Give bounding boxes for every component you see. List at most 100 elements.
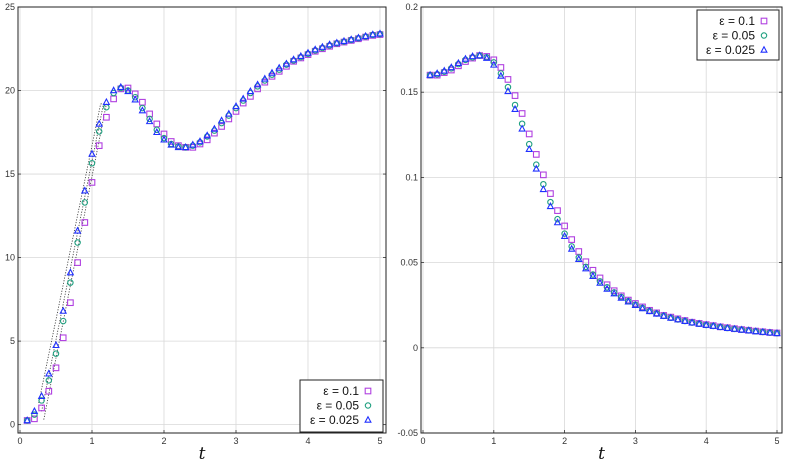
y-tick-label: 0.15 <box>400 87 418 97</box>
data-point-triangle <box>560 231 569 239</box>
y-tick-label: 0 <box>10 420 15 430</box>
legend-label: ε = 0.1 <box>323 384 359 398</box>
data-point-circle <box>603 284 611 291</box>
data-point-triangle <box>203 131 212 139</box>
x-tick-label: 3 <box>633 436 638 446</box>
data-point-square <box>511 92 519 99</box>
data-point-triangle <box>532 164 541 172</box>
data-point-circle <box>490 59 498 66</box>
data-point-circle <box>596 278 604 285</box>
data-point-circle <box>589 271 597 278</box>
data-point-triangle <box>318 42 327 50</box>
x-tick-label: 0 <box>17 436 22 446</box>
data-point-triangle <box>260 74 269 82</box>
data-point-triangle <box>511 104 519 112</box>
data-point-triangle <box>447 63 456 71</box>
data-point-triangle <box>239 94 248 102</box>
data-point-triangle <box>567 244 576 252</box>
data-point-triangle <box>268 68 276 76</box>
data-point-circle <box>160 134 168 142</box>
data-point-square <box>575 248 583 255</box>
data-point-circle <box>38 397 45 404</box>
data-point-triangle <box>518 124 526 132</box>
data-point-triangle <box>751 327 760 335</box>
data-point-triangle <box>340 36 348 44</box>
data-point-square <box>497 64 505 71</box>
data-point-triangle <box>652 309 661 317</box>
data-point-square <box>540 171 547 179</box>
data-point-square <box>95 142 103 150</box>
x-tick-label: 1 <box>89 436 94 446</box>
data-point-square <box>31 415 38 423</box>
legend-label: ε = 0.1 <box>719 14 755 28</box>
data-point-triangle <box>131 95 140 103</box>
data-point-triangle <box>525 144 534 153</box>
data-point-square <box>275 67 283 75</box>
data-point-triangle <box>433 69 441 77</box>
data-point-triangle <box>666 313 675 321</box>
data-point-triangle <box>88 149 96 157</box>
data-point-square <box>261 78 269 86</box>
data-point-triangle <box>631 300 640 308</box>
data-point-triangle <box>546 202 555 210</box>
y-tick-label: 5 <box>10 336 15 346</box>
data-point-triangle <box>275 63 284 71</box>
data-point-triangle <box>152 127 161 136</box>
data-point-square <box>103 113 110 121</box>
plot-frame <box>17 6 387 434</box>
data-point-triangle <box>454 58 463 66</box>
plot-frame <box>420 6 783 434</box>
data-point-square <box>547 190 554 197</box>
data-point-triangle <box>296 51 305 60</box>
data-point-triangle <box>347 35 356 43</box>
legend-label: ε = 0.025 <box>706 43 755 57</box>
x-tick-label: 2 <box>161 436 166 446</box>
data-point-circle <box>67 279 74 286</box>
series-triangle <box>23 29 384 424</box>
data-point-triangle <box>759 327 767 335</box>
data-point-triangle <box>37 391 46 399</box>
data-point-triangle <box>196 137 204 145</box>
legend: ε = 0.1ε = 0.05ε = 0.025 <box>696 9 780 61</box>
data-point-triangle <box>138 106 147 114</box>
data-point-circle <box>497 70 505 77</box>
y-tick-label: 0.2 <box>405 2 418 12</box>
data-point-triangle <box>116 82 125 90</box>
data-point-circle <box>103 103 110 111</box>
data-point-circle <box>561 230 568 237</box>
data-point-circle <box>52 350 60 357</box>
data-point-triangle <box>59 306 68 314</box>
data-point-triangle <box>574 254 583 262</box>
guide-line <box>38 103 102 404</box>
guide-line <box>43 103 107 420</box>
data-point-triangle <box>102 97 111 105</box>
data-point-square <box>59 334 67 342</box>
guide-line <box>41 103 104 412</box>
data-point-square <box>268 72 276 80</box>
data-point-triangle <box>95 119 104 127</box>
x-tick-label: 4 <box>305 436 310 446</box>
legend-marker-circle <box>760 32 768 39</box>
data-point-triangle <box>80 186 89 194</box>
y-tick-label: 0.1 <box>405 172 418 182</box>
data-point-square <box>568 236 576 243</box>
data-point-triangle <box>224 109 233 117</box>
data-point-circle <box>547 198 554 206</box>
series-square <box>426 52 781 337</box>
data-point-triangle <box>426 70 434 78</box>
data-point-triangle <box>702 320 711 328</box>
data-point-triangle <box>489 60 498 68</box>
data-point-triangle <box>253 80 262 88</box>
data-point-circle <box>511 101 519 109</box>
data-point-circle <box>139 104 146 112</box>
data-point-circle <box>88 159 96 167</box>
y-tick-label: 0 <box>413 343 418 353</box>
data-point-triangle <box>468 52 477 60</box>
data-point-triangle <box>311 45 320 53</box>
data-point-square <box>254 85 261 93</box>
data-point-triangle <box>730 324 739 332</box>
series-circle <box>23 30 384 424</box>
data-point-square <box>67 299 74 307</box>
